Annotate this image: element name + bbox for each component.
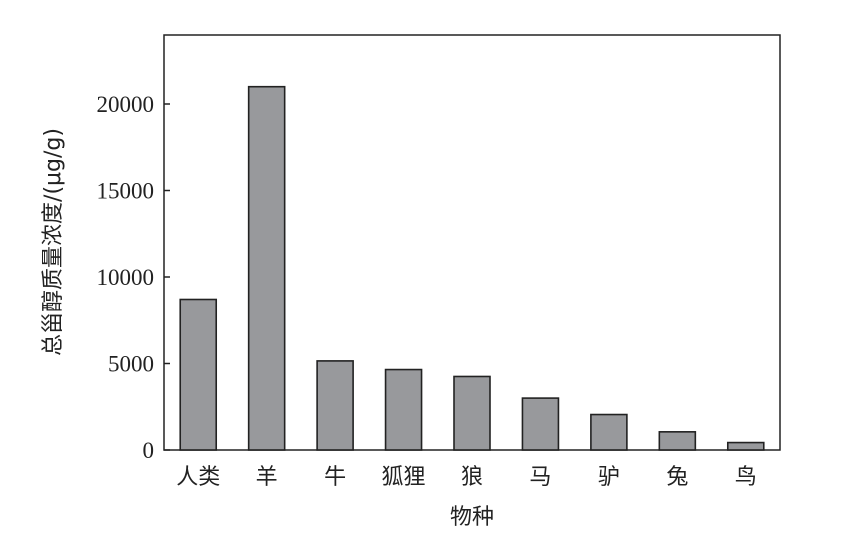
y-tick-label: 10000 <box>97 265 155 290</box>
y-tick-label: 15000 <box>97 179 155 204</box>
bar-鸟 <box>726 441 765 451</box>
x-tick-label: 鸟 <box>735 465 757 490</box>
x-tick-label: 狐狸 <box>382 465 426 490</box>
x-tick-label: 马 <box>529 465 551 490</box>
x-tick-label: 牛 <box>324 465 346 490</box>
y-tick-label: 5000 <box>108 352 154 377</box>
x-tick-label: 兔 <box>666 465 688 490</box>
bar-牛 <box>316 360 354 451</box>
bar-驴 <box>590 413 628 451</box>
bar-马 <box>521 397 560 451</box>
y-axis-title: 总甾醇质量浓度/(μg/g) <box>41 128 66 356</box>
x-tick-label: 驴 <box>598 465 620 490</box>
bar-狐狸 <box>384 368 423 451</box>
bar-羊 <box>247 85 286 451</box>
bar-兔 <box>658 431 697 451</box>
x-tick-label: 羊 <box>256 465 278 490</box>
x-axis-title: 物种 <box>450 505 494 530</box>
x-tick-label: 狼 <box>461 465 483 490</box>
bar-人类 <box>179 298 218 451</box>
y-tick-label: 0 <box>143 438 155 463</box>
x-tick-label: 人类 <box>176 465 220 490</box>
y-tick-label: 20000 <box>97 92 155 117</box>
bar-狼 <box>453 375 491 451</box>
